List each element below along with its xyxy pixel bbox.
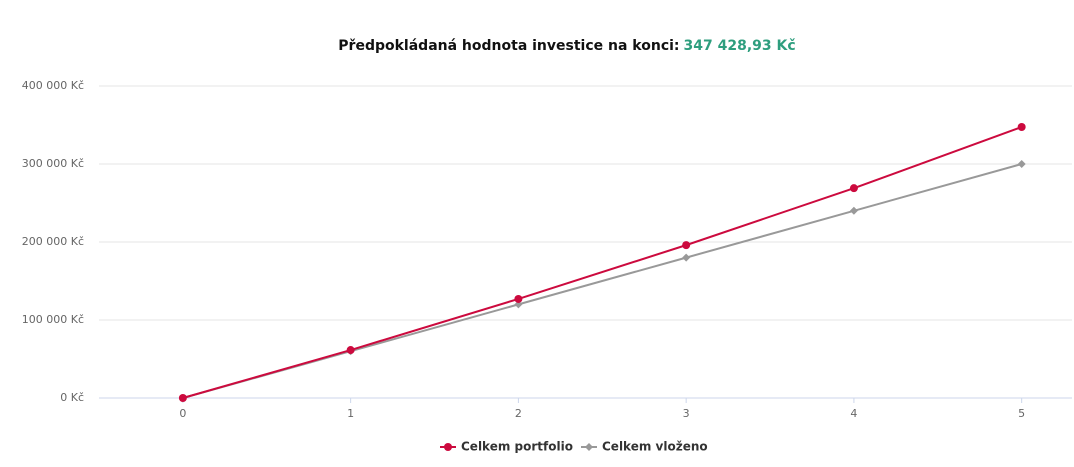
y-tick-label: 200 000 Kč bbox=[22, 235, 84, 248]
legend-label: Celkem portfolio bbox=[461, 440, 573, 454]
legend-marker bbox=[585, 443, 593, 451]
x-tick-label: 0 bbox=[179, 407, 186, 420]
title-value: 347 428,93 Kč bbox=[684, 38, 796, 54]
point bbox=[514, 294, 523, 303]
point bbox=[849, 184, 858, 193]
point bbox=[849, 206, 858, 215]
y-tick-label: 0 Kč bbox=[60, 391, 84, 404]
y-tick-label: 400 000 Kč bbox=[22, 79, 84, 92]
legend-item[interactable]: Celkem vloženo bbox=[581, 440, 708, 454]
series-line bbox=[182, 126, 1023, 399]
legend-item[interactable]: Celkem portfolio bbox=[440, 440, 573, 454]
x-tick-label: 1 bbox=[347, 407, 354, 420]
x-tick-label: 2 bbox=[515, 407, 522, 420]
y-tick-label: 100 000 Kč bbox=[22, 313, 84, 326]
x-tick-label: 5 bbox=[1018, 407, 1025, 420]
legend-marker bbox=[444, 443, 452, 451]
point bbox=[682, 241, 691, 250]
x-tick-label: 3 bbox=[683, 407, 690, 420]
title-text: Předpokládaná hodnota investice na konci… bbox=[338, 38, 679, 54]
point bbox=[178, 394, 187, 402]
point bbox=[1017, 123, 1026, 132]
legend-label: Celkem vloženo bbox=[602, 440, 708, 454]
point bbox=[346, 346, 355, 355]
point bbox=[682, 253, 691, 262]
chart-title: Předpokládaná hodnota investice na konci… bbox=[338, 38, 795, 54]
x-tick-label: 4 bbox=[850, 407, 857, 420]
y-tick-label: 300 000 Kč bbox=[22, 157, 84, 170]
point bbox=[1017, 160, 1026, 168]
